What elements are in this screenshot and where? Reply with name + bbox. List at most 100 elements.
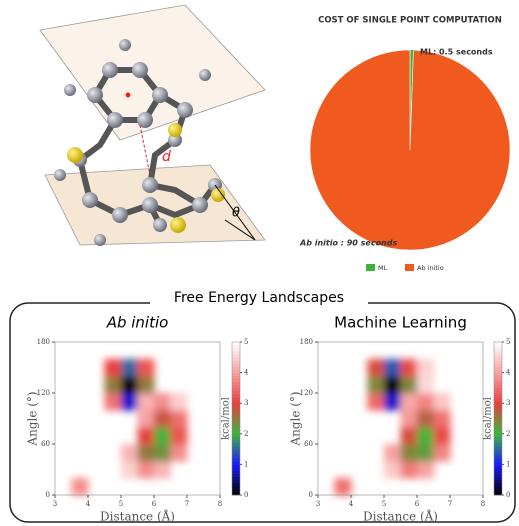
heatmap-cell [401, 393, 418, 411]
colorbar-segment [232, 366, 240, 369]
colorbar-segment [494, 428, 502, 431]
x-tick-label: 5 [119, 500, 123, 508]
x-tick-label: 3 [316, 500, 320, 508]
value-label: Ab initio : 90 seconds [299, 239, 397, 248]
colorbar-segment [232, 480, 240, 483]
heatmap-cell [417, 393, 434, 411]
colorbar-segment [232, 370, 240, 373]
heatmap-cell [368, 393, 385, 411]
colorbar-segment [494, 385, 502, 388]
heatmap-cell [105, 359, 122, 377]
colorbar-segment [494, 360, 502, 363]
colorbar-segment [494, 449, 502, 452]
x-tick-label: 8 [481, 500, 485, 508]
heatmap-cell [138, 427, 155, 445]
heatmap-cell [401, 410, 418, 428]
heatmap-cell [154, 427, 171, 445]
colorbar-segment [232, 394, 240, 397]
y-axis-title: Angle (°) [289, 391, 303, 446]
colorbar-segment [232, 388, 240, 391]
heatmap-cell [138, 359, 155, 377]
heatmap-cell [154, 393, 171, 411]
colorbar-segment [494, 489, 502, 492]
legend-label: ML [378, 264, 388, 272]
x-tick-label: 8 [218, 500, 222, 508]
colorbar-segment [494, 474, 502, 477]
colorbar-segment [232, 342, 240, 345]
heatmap-cell [401, 427, 418, 445]
colorbar-segment [232, 464, 240, 467]
colorbar-tick-label: 3 [244, 399, 248, 407]
colorbar-segment [232, 415, 240, 418]
colorbar-segment [232, 354, 240, 357]
colorbar-tick-label: 5 [244, 338, 248, 346]
heatmap-cell [171, 427, 188, 445]
colorbar-segment [494, 467, 502, 470]
heatmap-cell [105, 376, 122, 394]
colorbar-segment [232, 455, 240, 458]
colorbar-segment [494, 391, 502, 394]
colorbar-tick-label: 2 [244, 430, 248, 438]
legend-swatch [405, 264, 414, 271]
colorbar-tick-label: 1 [244, 460, 248, 468]
heatmap-cell [434, 410, 451, 428]
colorbar-segment [232, 477, 240, 480]
y-tick-label: 60 [304, 440, 313, 448]
panel-title: Free Energy Landscapes [174, 290, 344, 306]
colorbar-segment [232, 351, 240, 354]
colorbar-segment [232, 467, 240, 470]
heatmap-cells [72, 359, 188, 496]
heatmap-cell [138, 461, 155, 479]
colorbar-segment [494, 370, 502, 373]
heatmap-cell [105, 393, 122, 411]
colorbar-segment [494, 348, 502, 351]
heatmap-cell [171, 410, 188, 428]
heatmap-cell [417, 359, 434, 377]
heatmap-cell [384, 359, 401, 377]
colorbar-segment [494, 425, 502, 428]
y-tick-label: 180 [37, 338, 50, 346]
colorbar-segment [494, 415, 502, 418]
heatmap-cell [384, 376, 401, 394]
colorbar-segment [494, 400, 502, 403]
x-axis-title: Distance (Å) [363, 509, 438, 524]
heatmap-cell [72, 478, 89, 496]
colorbar-tick-label: 4 [506, 369, 511, 377]
colorbar-segment [494, 394, 502, 397]
colorbar-segment [232, 382, 240, 385]
colorbar-segment [494, 477, 502, 480]
value-label: ML: 0.5 seconds [420, 48, 493, 57]
x-tick-label: 6 [152, 500, 157, 508]
x-tick-label: 7 [185, 500, 189, 508]
colorbar-segment [232, 425, 240, 428]
colorbar-segment [494, 357, 502, 360]
heatmap-cell [121, 461, 138, 479]
heatmap-cell [171, 393, 188, 411]
colorbar-segment [494, 397, 502, 400]
colorbar-segment [494, 431, 502, 434]
colorbar-segment [494, 379, 502, 382]
colorbar-segment [232, 376, 240, 379]
x-tick-label: 3 [53, 500, 57, 508]
heatmap-cell [401, 461, 418, 479]
heatmap-cell [384, 461, 401, 479]
colorbar-segment [232, 379, 240, 382]
colorbar-segment [494, 437, 502, 440]
distance-label: d [162, 149, 171, 165]
colorbar-tick-label: 0 [244, 491, 248, 499]
heatmap-cell [417, 376, 434, 394]
plot-title: Ab initio [106, 314, 169, 332]
heatmap-cell [121, 393, 138, 411]
y-tick-label: 0 [309, 491, 313, 499]
heatmap-cell [154, 410, 171, 428]
colorbar-segment [494, 403, 502, 406]
colorbar-segment [232, 471, 240, 474]
colorbar-segment [232, 345, 240, 348]
colorbar-segment [494, 373, 502, 376]
heatmap-cell [401, 444, 418, 462]
heatmap-cell [434, 393, 451, 411]
heatmap-cell [171, 444, 188, 462]
heatmap-cell [417, 410, 434, 428]
y-axis-title: Angle (°) [26, 391, 40, 446]
figure: d θ Free Energy Landscapes COST OF SINGL… [0, 0, 519, 526]
